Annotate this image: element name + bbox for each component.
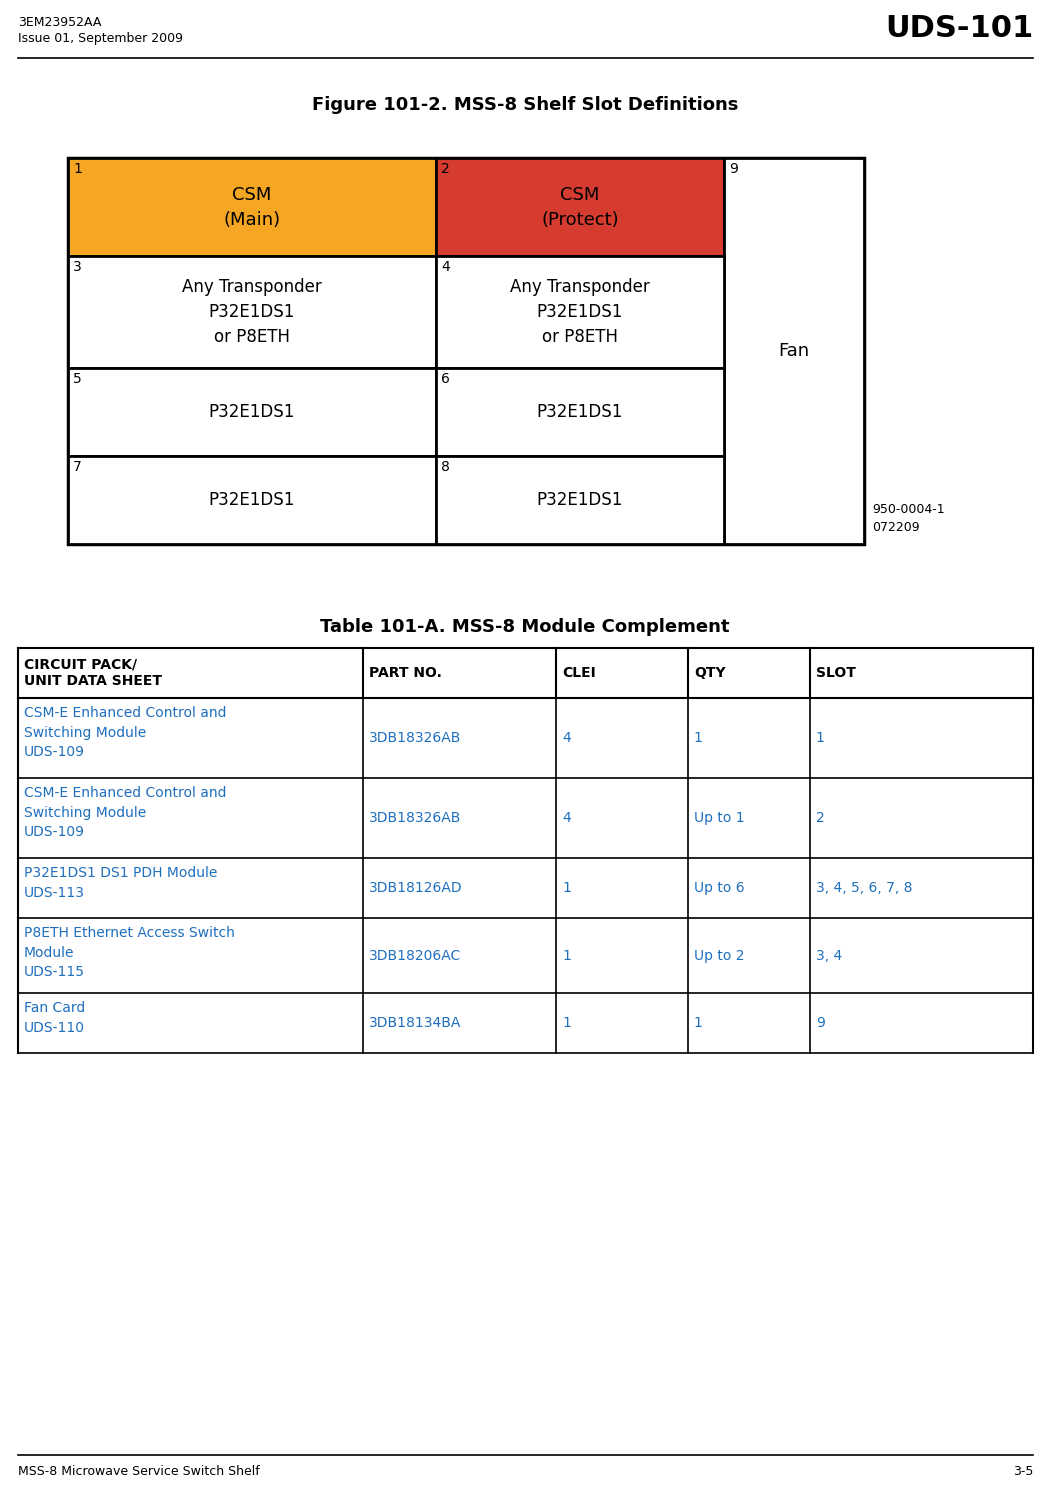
- Text: 1: 1: [694, 1016, 703, 1030]
- Text: 4: 4: [441, 259, 450, 274]
- Text: CSM-E Enhanced Control and
Switching Module
UDS-109: CSM-E Enhanced Control and Switching Mod…: [24, 706, 227, 758]
- Text: CIRCUIT PACK/
UNIT DATA SHEET: CIRCUIT PACK/ UNIT DATA SHEET: [24, 658, 162, 688]
- Text: 4: 4: [562, 811, 571, 824]
- Text: 1: 1: [73, 162, 82, 175]
- Text: 3EM23952AA: 3EM23952AA: [18, 16, 101, 28]
- Text: P32E1DS1: P32E1DS1: [209, 492, 295, 510]
- Text: 4: 4: [562, 732, 571, 745]
- Text: P32E1DS1: P32E1DS1: [209, 403, 295, 421]
- Text: P8ETH Ethernet Access Switch
Module
UDS-115: P8ETH Ethernet Access Switch Module UDS-…: [24, 926, 234, 979]
- Text: Up to 2: Up to 2: [694, 949, 744, 962]
- Text: PART NO.: PART NO.: [369, 666, 442, 681]
- Bar: [724, 157, 864, 544]
- Bar: [436, 367, 724, 456]
- Text: 3DB18326AB: 3DB18326AB: [369, 811, 461, 824]
- Text: 3, 4: 3, 4: [816, 949, 842, 962]
- Text: 5: 5: [73, 372, 82, 387]
- Text: Table 101-A. MSS-8 Module Complement: Table 101-A. MSS-8 Module Complement: [321, 618, 729, 636]
- Bar: [436, 256, 724, 367]
- Text: 3, 4, 5, 6, 7, 8: 3, 4, 5, 6, 7, 8: [816, 881, 912, 895]
- Bar: [68, 256, 436, 367]
- Text: 2: 2: [441, 162, 450, 175]
- Text: CSM
(Protect): CSM (Protect): [541, 186, 619, 228]
- Text: Any Transponder
P32E1DS1
or P8ETH: Any Transponder P32E1DS1 or P8ETH: [182, 277, 322, 346]
- Text: 3: 3: [73, 259, 82, 274]
- Text: 3-5: 3-5: [1012, 1465, 1033, 1478]
- Text: 3DB18326AB: 3DB18326AB: [369, 732, 461, 745]
- Text: 1: 1: [816, 732, 825, 745]
- Text: Up to 6: Up to 6: [694, 881, 744, 895]
- Text: 1: 1: [694, 732, 703, 745]
- Text: Any Transponder
P32E1DS1
or P8ETH: Any Transponder P32E1DS1 or P8ETH: [510, 277, 650, 346]
- Text: Fan: Fan: [779, 342, 809, 360]
- Text: 2: 2: [816, 811, 824, 824]
- Text: P32E1DS1: P32E1DS1: [537, 403, 623, 421]
- Text: P32E1DS1: P32E1DS1: [537, 492, 623, 510]
- Text: 3DB18126AD: 3DB18126AD: [369, 881, 462, 895]
- Text: SLOT: SLOT: [816, 666, 856, 681]
- Text: 6: 6: [441, 372, 450, 387]
- Text: Up to 1: Up to 1: [694, 811, 744, 824]
- Text: 1: 1: [562, 949, 571, 962]
- Text: QTY: QTY: [694, 666, 725, 681]
- Bar: [68, 367, 436, 456]
- Text: 7: 7: [73, 460, 82, 474]
- Bar: [68, 456, 436, 544]
- Text: CLEI: CLEI: [562, 666, 596, 681]
- Text: 950-0004-1
072209: 950-0004-1 072209: [872, 504, 945, 534]
- Text: 9: 9: [729, 162, 738, 175]
- Text: Issue 01, September 2009: Issue 01, September 2009: [18, 31, 183, 45]
- Text: Figure 101-2. MSS-8 Shelf Slot Definitions: Figure 101-2. MSS-8 Shelf Slot Definitio…: [312, 96, 738, 114]
- Text: 9: 9: [816, 1016, 825, 1030]
- Text: 1: 1: [562, 881, 571, 895]
- Bar: [18, 648, 1033, 699]
- Text: UDS-101: UDS-101: [885, 13, 1033, 43]
- Text: P32E1DS1 DS1 PDH Module
UDS-113: P32E1DS1 DS1 PDH Module UDS-113: [24, 866, 218, 899]
- Text: Fan Card
UDS-110: Fan Card UDS-110: [24, 1001, 85, 1034]
- Bar: [68, 157, 864, 544]
- Text: MSS-8 Microwave Service Switch Shelf: MSS-8 Microwave Service Switch Shelf: [18, 1465, 260, 1478]
- Text: 3DB18134BA: 3DB18134BA: [369, 1016, 461, 1030]
- Text: 1: 1: [562, 1016, 571, 1030]
- Bar: [68, 157, 436, 256]
- Text: 8: 8: [441, 460, 450, 474]
- Bar: [436, 157, 724, 256]
- Text: 3DB18206AC: 3DB18206AC: [369, 949, 461, 962]
- Bar: [436, 456, 724, 544]
- Text: CSM
(Main): CSM (Main): [224, 186, 281, 228]
- Text: CSM-E Enhanced Control and
Switching Module
UDS-109: CSM-E Enhanced Control and Switching Mod…: [24, 785, 227, 839]
